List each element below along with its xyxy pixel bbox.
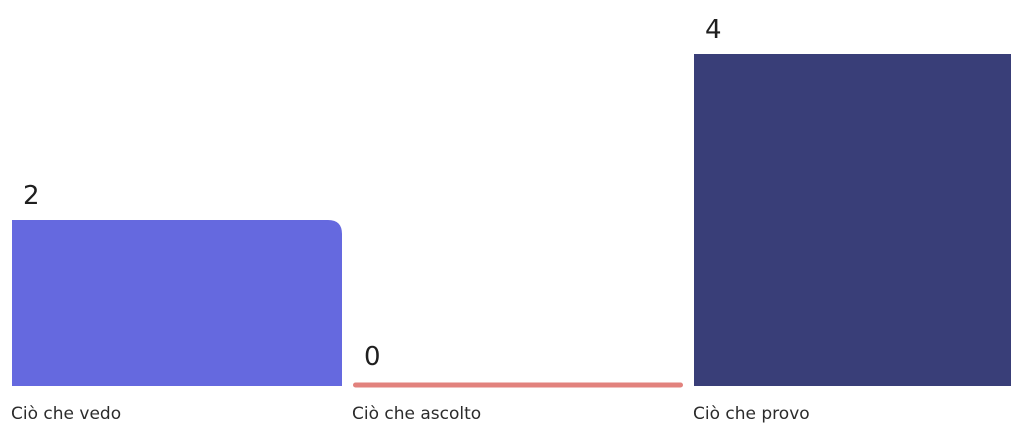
value-labels-layer: 2 0 4 <box>23 15 722 372</box>
bar-cio-che-provo <box>694 54 1011 386</box>
bar-cio-che-ascolto <box>353 382 683 388</box>
category-label-cio-che-ascolto: Ciò che ascolto <box>352 404 481 424</box>
category-label-cio-che-vedo: Ciò che vedo <box>11 404 121 424</box>
value-label-cio-che-ascolto: 0 <box>364 342 381 372</box>
bar-cio-che-vedo <box>12 220 342 386</box>
bars-layer <box>12 54 1011 388</box>
value-label-cio-che-provo: 4 <box>705 15 722 45</box>
category-labels-layer: Ciò che vedo Ciò che ascolto Ciò che provo <box>11 404 810 424</box>
category-label-cio-che-provo: Ciò che provo <box>693 404 810 424</box>
value-label-cio-che-vedo: 2 <box>23 181 40 211</box>
